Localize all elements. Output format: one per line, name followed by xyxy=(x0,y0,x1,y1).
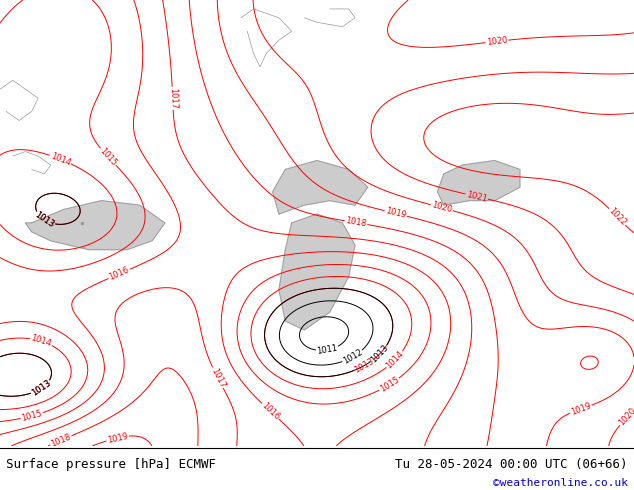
Text: 1020: 1020 xyxy=(618,406,634,427)
Text: 1014: 1014 xyxy=(384,349,406,370)
Text: 1013: 1013 xyxy=(30,379,53,398)
Text: 1013: 1013 xyxy=(30,379,53,398)
Text: 1018: 1018 xyxy=(49,432,72,449)
Text: 1019: 1019 xyxy=(107,431,129,444)
Text: 1017: 1017 xyxy=(209,367,226,389)
Text: 1014: 1014 xyxy=(30,334,53,348)
Text: 1019: 1019 xyxy=(569,401,592,417)
Text: 1018: 1018 xyxy=(345,217,367,229)
Text: 1015: 1015 xyxy=(20,409,43,423)
Text: 1021: 1021 xyxy=(465,190,488,203)
Text: 1015: 1015 xyxy=(378,375,401,394)
Text: 1014: 1014 xyxy=(49,151,72,167)
Text: 1020: 1020 xyxy=(430,200,453,215)
Text: ©weatheronline.co.uk: ©weatheronline.co.uk xyxy=(493,478,628,488)
Text: 1015: 1015 xyxy=(98,146,119,168)
Text: 1011: 1011 xyxy=(316,343,339,356)
Text: 1013: 1013 xyxy=(33,210,56,229)
Text: Tu 28-05-2024 00:00 UTC (06+66): Tu 28-05-2024 00:00 UTC (06+66) xyxy=(395,458,628,471)
Text: 1013: 1013 xyxy=(369,343,391,365)
Text: 1016: 1016 xyxy=(108,266,131,282)
Polygon shape xyxy=(25,201,165,250)
Polygon shape xyxy=(279,214,355,330)
Text: 1012: 1012 xyxy=(341,348,364,366)
Text: Surface pressure [hPa] ECMWF: Surface pressure [hPa] ECMWF xyxy=(6,458,216,471)
Text: 1016: 1016 xyxy=(259,401,281,422)
Text: 1017: 1017 xyxy=(167,88,178,109)
Polygon shape xyxy=(437,161,520,205)
Text: 1020: 1020 xyxy=(486,36,508,47)
Text: 1013: 1013 xyxy=(353,357,375,375)
Polygon shape xyxy=(273,161,368,214)
Text: 1019: 1019 xyxy=(384,207,407,220)
Text: 1013: 1013 xyxy=(33,210,56,229)
Text: 1022: 1022 xyxy=(607,206,628,227)
